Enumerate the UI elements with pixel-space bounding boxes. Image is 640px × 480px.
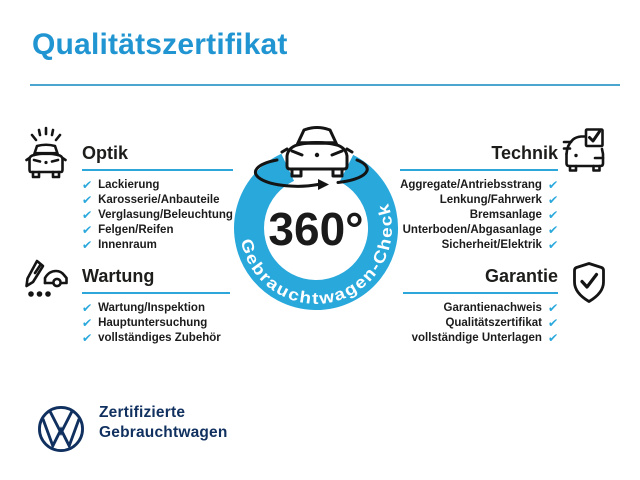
checklist-item-label: Lenkung/Fahrwerk — [439, 194, 542, 206]
car-checkbox-icon — [562, 127, 606, 181]
checklist-item: ✔ Felgen/Reifen — [81, 223, 252, 237]
title-divider — [30, 84, 620, 86]
checklist-item-label: Bremsanlage — [469, 209, 542, 221]
item-list: ✔ Wartung/Inspektion ✔ Hauptuntersuchung ✔ vo… — [81, 301, 252, 345]
checklist-item: ✔ Lackierung — [81, 178, 252, 192]
center-value: 360° — [268, 203, 363, 255]
checklist-item-label: Karosserie/Anbauteile — [98, 194, 220, 206]
section-title: Garantie — [484, 266, 558, 286]
check-icon: ✔ — [547, 208, 559, 222]
checklist-item-label: Qualitätszertifikat — [445, 317, 542, 329]
checklist-item-label: Garantienachweis — [443, 302, 542, 314]
footer-claim-line1: Zertifizierte — [99, 404, 186, 421]
item-list: ✔ Lackierung ✔ Karosserie/Anbauteile ✔ Vergla… — [81, 178, 252, 252]
item-list: ✔ Aggregate/Antriebsstrang ✔ Lenkung/Fahrwe… — [382, 178, 559, 252]
section-garantie: Garantie ✔ Garantienachweis ✔ Qualitätszert… — [382, 265, 559, 345]
section-title: Wartung — [82, 266, 155, 286]
check-icon: ✔ — [81, 193, 93, 207]
checklist-item: ✔ Garantienachweis — [443, 301, 559, 315]
check-icon: ✔ — [547, 193, 559, 207]
check-icon: ✔ — [547, 316, 559, 330]
vw-logo — [36, 404, 86, 454]
check-ring — [234, 153, 399, 310]
checklist-item-label: Aggregate/Antriebsstrang — [400, 179, 542, 191]
footer-claim: Zertifizierte Gebrauchtwagen — [99, 403, 228, 443]
section-wartung: Wartung ✔ Wartung/Inspektion ✔ Hauptuntersu… — [81, 265, 252, 345]
checklist-item: ✔ vollständige Unterlagen — [411, 331, 559, 345]
car-rotation-360-icon — [253, 126, 369, 190]
section-technik: Technik ✔ Aggregate/Antriebsstrang ✔ Lenkun… — [382, 142, 559, 252]
check-icon: ✔ — [81, 316, 93, 330]
section-rule — [400, 169, 558, 171]
checklist-item-label: Innenraum — [98, 239, 157, 251]
checklist-item-label: Verglasung/Beleuchtung — [98, 209, 233, 221]
shield-check-icon — [570, 260, 608, 308]
checklist-item: ✔ vollständiges Zubehör — [81, 331, 252, 345]
checklist-item: ✔ Verglasung/Beleuchtung — [81, 208, 252, 222]
check-icon: ✔ — [547, 238, 559, 252]
checklist-item: ✔ Hauptuntersuchung — [81, 316, 252, 330]
check-icon: ✔ — [81, 238, 93, 252]
checklist-item: ✔ Qualitätszertifikat — [445, 316, 559, 330]
checklist-item-label: vollständiges Zubehör — [98, 332, 221, 344]
footer-claim-line2: Gebrauchtwagen — [99, 424, 228, 441]
section-title: Technik — [491, 143, 558, 163]
checklist-item-label: Hauptuntersuchung — [98, 317, 208, 329]
checklist-item: ✔ Lenkung/Fahrwerk — [439, 193, 559, 207]
checklist-item: ✔ Sicherheit/Elektrik — [441, 238, 559, 252]
checklist-item-label: Felgen/Reifen — [98, 224, 174, 236]
check-icon: ✔ — [547, 223, 559, 237]
checklist-item-label: Wartung/Inspektion — [98, 302, 205, 314]
check-icon: ✔ — [81, 178, 93, 192]
page-title: Qualitätszertifikat — [32, 28, 288, 61]
section-rule — [82, 292, 230, 294]
checklist-item-label: vollständige Unterlagen — [411, 332, 542, 344]
check-icon: ✔ — [81, 331, 93, 345]
car-shine-icon — [24, 126, 68, 182]
check-icon: ✔ — [81, 208, 93, 222]
checklist-item: ✔ Aggregate/Antriebsstrang — [400, 178, 559, 192]
item-list: ✔ Garantienachweis ✔ Qualitätszertifikat ✔ vo… — [382, 301, 559, 345]
checklist-item-label: Unterboden/Abgasanlage — [402, 224, 542, 236]
checklist-item: ✔ Bremsanlage — [469, 208, 559, 222]
checklist-item-label: Sicherheit/Elektrik — [441, 239, 542, 251]
check-icon: ✔ — [547, 301, 559, 315]
checklist-item: ✔ Wartung/Inspektion — [81, 301, 252, 315]
check-icon: ✔ — [547, 178, 559, 192]
checklist-item: ✔ Unterboden/Abgasanlage — [402, 223, 559, 237]
service-checklist-icon — [24, 258, 70, 310]
checklist-item: ✔ Karosserie/Anbauteile — [81, 193, 252, 207]
check-icon: ✔ — [547, 331, 559, 345]
section-title: Optik — [82, 143, 129, 163]
check-icon: ✔ — [81, 223, 93, 237]
section-optik: Optik ✔ Lackierung ✔ Karosserie/Anbauteile ✔… — [81, 142, 252, 252]
section-rule — [82, 169, 233, 171]
checklist-item-label: Lackierung — [98, 179, 160, 191]
checklist-item: ✔ Innenraum — [81, 238, 252, 252]
check-icon: ✔ — [81, 301, 93, 315]
center-360-badge: Gebrauchtwagen-Check 360° — [216, 108, 416, 325]
section-rule — [403, 292, 558, 294]
